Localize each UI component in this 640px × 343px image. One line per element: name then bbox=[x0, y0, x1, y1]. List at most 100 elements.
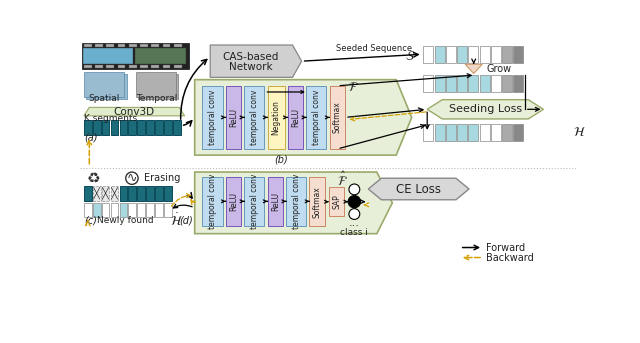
Text: Seeding Loss: Seeding Loss bbox=[449, 104, 522, 114]
Text: class i: class i bbox=[340, 228, 368, 237]
Text: Seeded Sequence: Seeded Sequence bbox=[337, 44, 413, 54]
Polygon shape bbox=[465, 64, 482, 73]
Bar bbox=[513, 75, 524, 92]
Bar bbox=[151, 65, 159, 68]
Bar bbox=[423, 124, 433, 141]
Polygon shape bbox=[210, 45, 301, 78]
Bar bbox=[120, 186, 127, 201]
Text: ...: ... bbox=[349, 218, 360, 228]
Text: temporal conv: temporal conv bbox=[312, 90, 321, 145]
Bar bbox=[435, 46, 445, 63]
Bar bbox=[84, 203, 92, 217]
Text: Softmax: Softmax bbox=[313, 186, 322, 217]
Bar bbox=[435, 75, 445, 92]
Text: K segments: K segments bbox=[84, 115, 137, 123]
Bar bbox=[479, 75, 490, 92]
Bar bbox=[138, 120, 145, 135]
Polygon shape bbox=[368, 178, 469, 200]
Bar bbox=[286, 177, 307, 226]
Bar bbox=[174, 44, 182, 47]
Text: (c): (c) bbox=[84, 215, 97, 226]
Text: Network: Network bbox=[228, 62, 272, 72]
Bar bbox=[491, 75, 501, 92]
Bar bbox=[83, 48, 132, 64]
Text: CE Loss: CE Loss bbox=[396, 182, 441, 196]
Text: (d): (d) bbox=[179, 215, 193, 226]
Bar bbox=[164, 203, 172, 217]
Text: $\mathcal{S}$: $\mathcal{S}$ bbox=[405, 50, 415, 63]
Text: (a): (a) bbox=[84, 132, 97, 142]
Text: CAS-based: CAS-based bbox=[222, 51, 278, 61]
Bar bbox=[93, 186, 100, 201]
Bar bbox=[135, 48, 186, 64]
Bar bbox=[129, 120, 136, 135]
Bar bbox=[95, 65, 103, 68]
Text: SAP: SAP bbox=[332, 194, 341, 209]
Bar bbox=[164, 186, 172, 201]
Bar bbox=[423, 75, 433, 92]
Bar bbox=[147, 203, 154, 217]
Bar bbox=[102, 186, 109, 201]
Bar bbox=[84, 186, 92, 201]
Bar bbox=[163, 44, 170, 47]
Bar bbox=[102, 203, 109, 217]
Text: Erasing: Erasing bbox=[145, 173, 180, 183]
Bar bbox=[468, 46, 478, 63]
Bar bbox=[129, 203, 136, 217]
Bar bbox=[468, 124, 478, 141]
Text: $\mathcal{F}$: $\mathcal{F}$ bbox=[348, 81, 359, 94]
Bar bbox=[226, 86, 241, 149]
Bar bbox=[307, 86, 326, 149]
Text: Forward: Forward bbox=[486, 243, 525, 252]
Text: temporal conv: temporal conv bbox=[208, 90, 217, 145]
Bar bbox=[147, 120, 154, 135]
Bar bbox=[479, 124, 490, 141]
Bar bbox=[140, 65, 148, 68]
Bar bbox=[95, 44, 103, 47]
Bar bbox=[202, 177, 223, 226]
Bar bbox=[491, 124, 501, 141]
Text: ♻: ♻ bbox=[87, 171, 100, 186]
Bar bbox=[502, 124, 512, 141]
Bar bbox=[174, 65, 182, 68]
Text: temporal conv: temporal conv bbox=[250, 174, 259, 229]
Bar bbox=[93, 203, 100, 217]
Bar bbox=[138, 186, 145, 201]
Bar bbox=[244, 86, 264, 149]
Bar bbox=[202, 86, 223, 149]
Bar bbox=[155, 120, 163, 135]
Bar bbox=[120, 203, 127, 217]
Text: $\mathcal{H}$: $\mathcal{H}$ bbox=[573, 126, 586, 139]
Bar bbox=[330, 86, 345, 149]
Bar bbox=[84, 44, 92, 47]
Bar bbox=[446, 46, 456, 63]
Bar bbox=[111, 186, 118, 201]
Bar bbox=[118, 65, 125, 68]
Bar bbox=[244, 177, 264, 226]
Circle shape bbox=[348, 196, 360, 208]
Bar bbox=[84, 72, 124, 97]
Text: ReLU: ReLU bbox=[229, 108, 238, 127]
Bar bbox=[147, 186, 154, 201]
Bar bbox=[151, 44, 159, 47]
Bar bbox=[84, 65, 92, 68]
Text: $\dot{\mathcal{H}}$: $\dot{\mathcal{H}}$ bbox=[170, 212, 182, 229]
Bar bbox=[106, 65, 114, 68]
Text: temporal conv: temporal conv bbox=[208, 174, 217, 229]
Bar bbox=[502, 46, 512, 63]
Bar bbox=[329, 187, 344, 216]
Bar bbox=[140, 44, 148, 47]
Bar bbox=[81, 44, 189, 69]
Bar bbox=[136, 72, 176, 97]
Bar bbox=[457, 124, 467, 141]
Bar bbox=[118, 44, 125, 47]
Bar bbox=[268, 86, 285, 149]
Text: ∿: ∿ bbox=[127, 172, 137, 185]
Bar bbox=[155, 186, 163, 201]
Text: ReLU: ReLU bbox=[271, 192, 280, 211]
Text: Newly found: Newly found bbox=[97, 216, 154, 225]
Text: temporal conv: temporal conv bbox=[292, 174, 301, 229]
Circle shape bbox=[349, 184, 360, 195]
Text: Softmax: Softmax bbox=[333, 102, 342, 133]
Bar bbox=[163, 65, 170, 68]
